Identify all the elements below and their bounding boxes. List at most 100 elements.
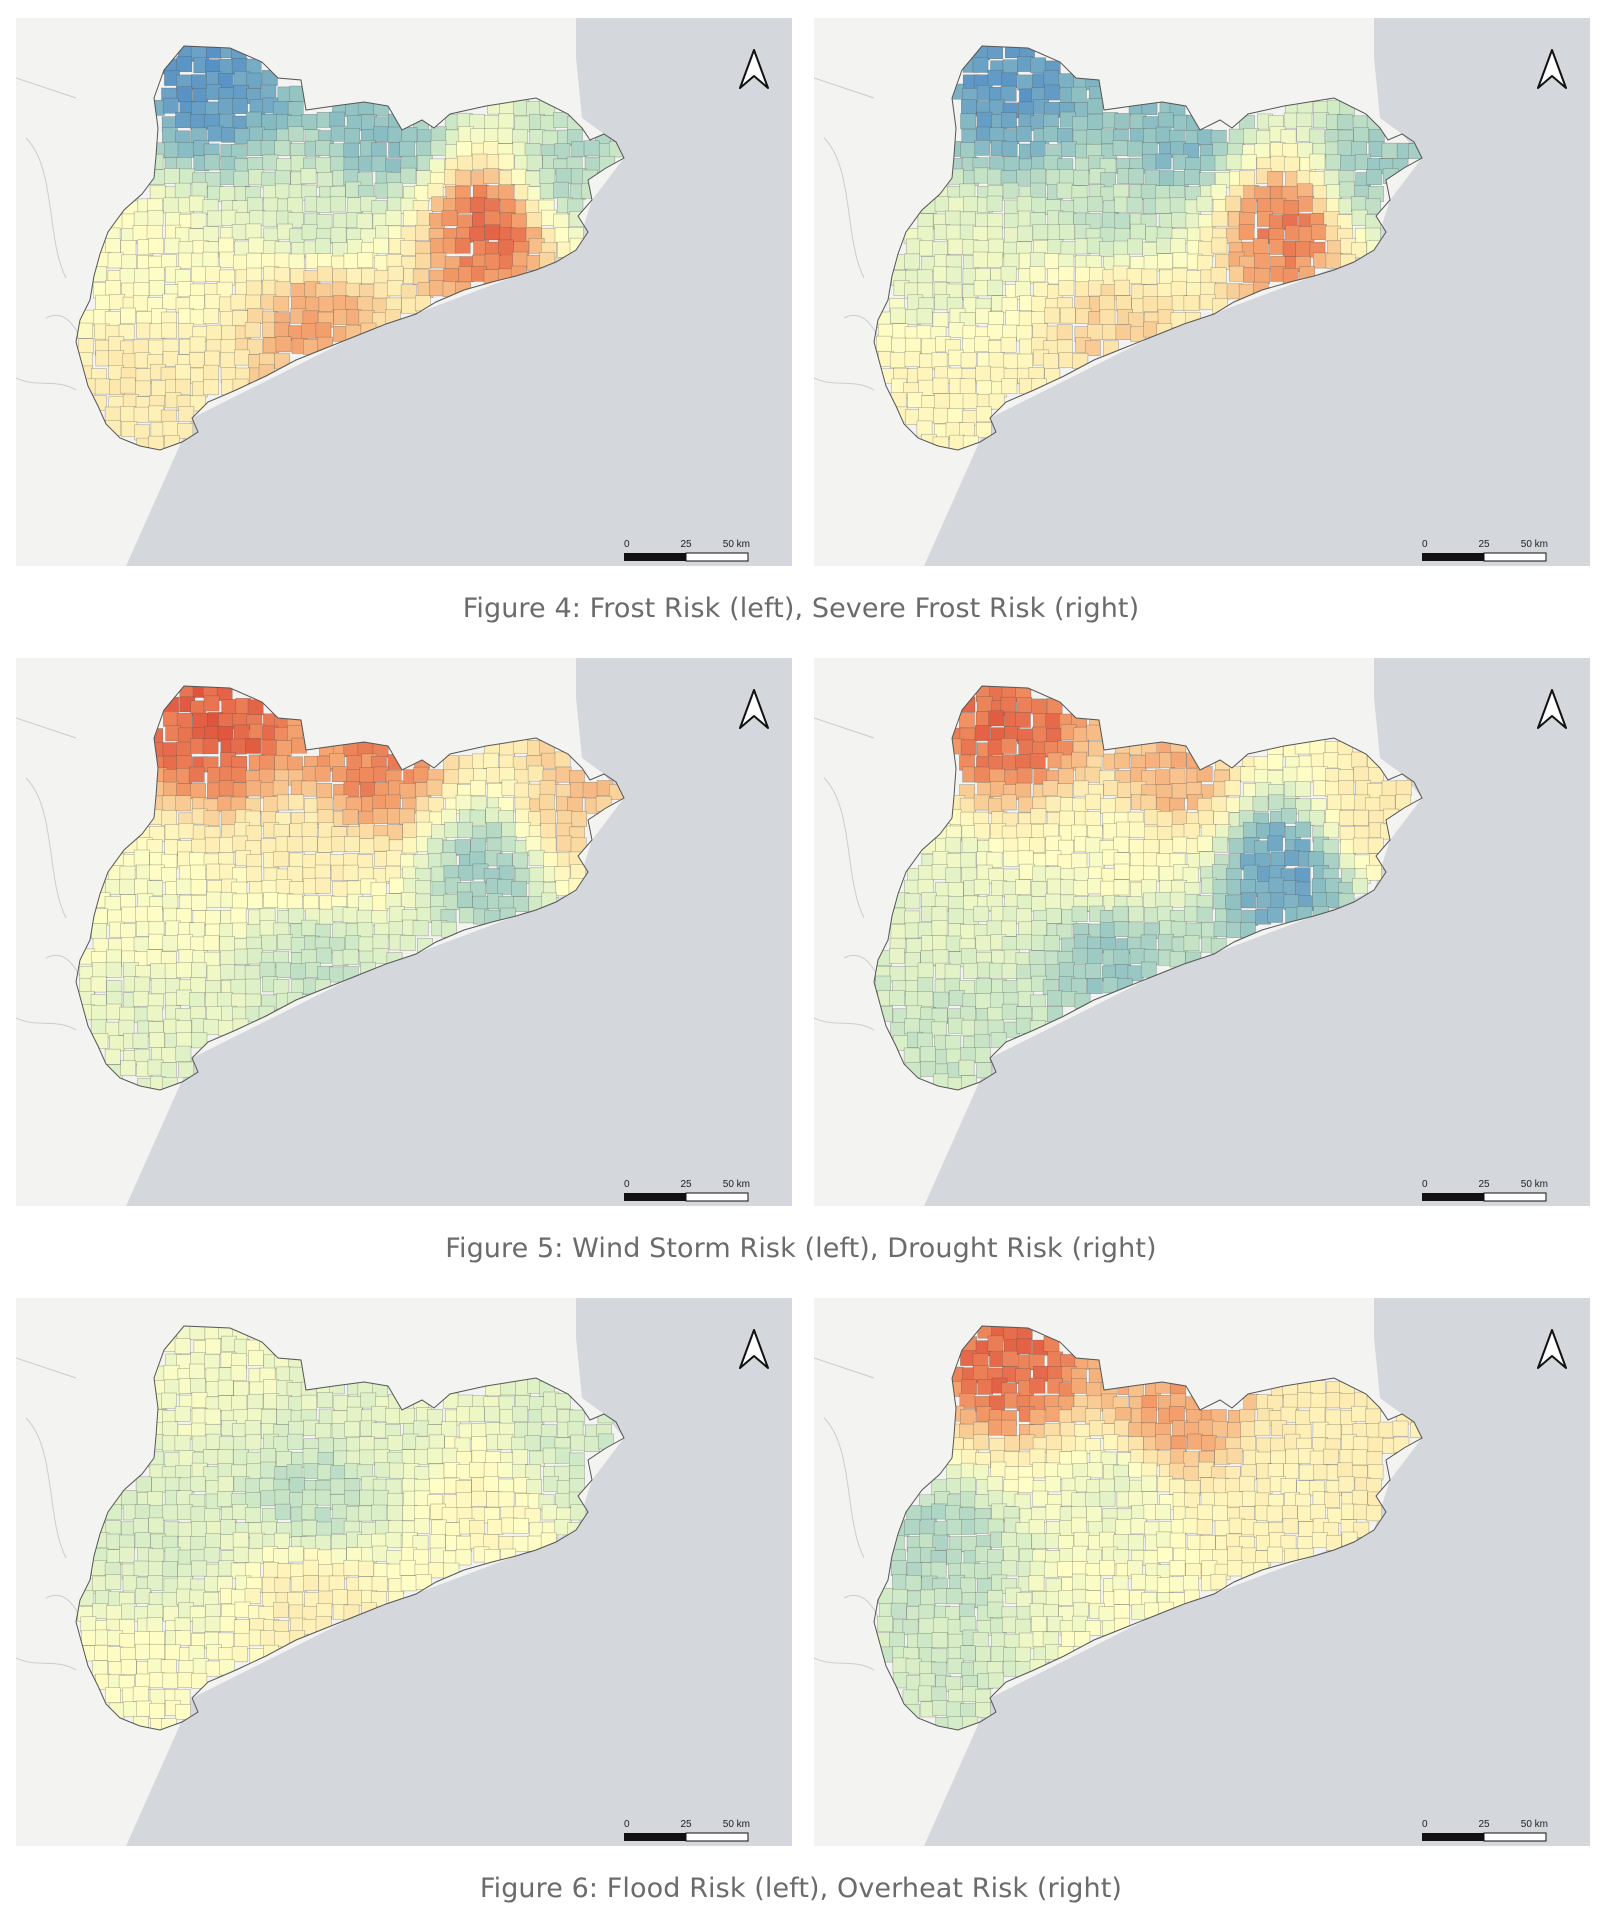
municipality-cell <box>946 266 962 283</box>
municipality-cell <box>414 1518 430 1534</box>
municipality-cell <box>975 993 992 1010</box>
municipality-cell <box>1058 1590 1075 1606</box>
municipality-cell <box>539 780 556 797</box>
municipality-cell <box>986 851 1003 868</box>
municipality-cell <box>202 226 219 242</box>
municipality-cell <box>1240 879 1256 895</box>
municipality-cell <box>1226 879 1243 895</box>
municipality-cell <box>385 794 401 811</box>
background-features <box>16 77 87 391</box>
municipality-cell <box>191 1032 208 1049</box>
municipality-cell <box>249 126 265 143</box>
municipality-cell <box>204 294 221 310</box>
scale-bar-segment-dark <box>1422 1833 1484 1841</box>
municipality-cell <box>1351 209 1368 226</box>
municipality-cell <box>1378 1421 1395 1438</box>
municipality-cell <box>1059 169 1076 185</box>
municipality-cell <box>178 406 195 422</box>
municipality-cell <box>1016 697 1033 713</box>
municipality-cell <box>205 1533 222 1549</box>
municipality-cell <box>246 252 263 269</box>
municipality-cell <box>1171 809 1188 826</box>
municipality-cell <box>1183 823 1200 839</box>
scale-label-25: 25 <box>680 1819 692 1830</box>
municipality-cell <box>104 406 121 423</box>
municipality-cell <box>919 1533 935 1550</box>
municipality-cell <box>1046 878 1063 895</box>
municipality-cell <box>1283 156 1300 173</box>
municipality-cell <box>1157 296 1173 312</box>
municipality-cell <box>1016 196 1033 212</box>
municipality-cell <box>1225 1478 1242 1495</box>
scale-bar-segment-light <box>685 552 749 562</box>
municipality-cell <box>1141 268 1158 285</box>
municipality-cell <box>330 156 346 172</box>
municipality-cell <box>220 352 236 369</box>
municipality-cell <box>963 196 979 213</box>
municipality-cell <box>413 1548 429 1565</box>
municipality-cell <box>1351 751 1368 768</box>
municipality-cell <box>1113 948 1130 965</box>
municipality-cell <box>290 963 306 980</box>
municipality-cell <box>162 894 179 911</box>
scale-label-0: 0 <box>1422 1179 1428 1190</box>
municipality-cell <box>234 349 250 366</box>
municipality-cell <box>1057 1561 1074 1577</box>
municipality-cell <box>204 1353 221 1370</box>
municipality-cell <box>217 1379 234 1396</box>
municipality-cell <box>987 168 1004 185</box>
municipality-cell <box>1325 1392 1342 1409</box>
municipality-cell <box>275 336 292 353</box>
municipality-cell <box>149 99 165 116</box>
municipality-cell <box>892 1589 908 1605</box>
municipality-cell <box>262 154 279 171</box>
municipality-cell <box>988 837 1005 854</box>
municipality-cell <box>189 195 205 212</box>
municipality-cell <box>510 168 527 185</box>
municipality-cell <box>458 864 474 881</box>
municipality-cell <box>358 1576 375 1592</box>
municipality-cell <box>203 1449 219 1465</box>
municipality-cell <box>1115 1519 1132 1536</box>
municipality-cell <box>960 1577 976 1594</box>
municipality-cell <box>164 168 180 184</box>
municipality-cell <box>203 1546 220 1563</box>
municipality-cell <box>162 935 179 952</box>
municipality-cell <box>163 696 179 713</box>
municipality-cell <box>135 380 151 397</box>
municipality-cell <box>990 1032 1007 1049</box>
municipality-cell <box>163 197 180 214</box>
municipality-cell <box>263 892 279 908</box>
municipality-cell <box>161 1047 177 1063</box>
municipality-cell <box>1042 780 1059 797</box>
municipality-cell <box>162 742 179 758</box>
municipality-cell <box>162 1561 178 1577</box>
municipality-cell <box>1030 881 1047 897</box>
municipality-cell <box>1325 252 1342 269</box>
municipality-cell <box>1353 809 1369 826</box>
municipality-cell <box>92 908 108 925</box>
municipality-cell <box>233 1619 250 1636</box>
municipality-cell <box>597 1433 614 1450</box>
municipality-cell <box>513 1517 529 1534</box>
municipality-cell <box>1045 169 1062 186</box>
municipality-cell <box>247 1548 264 1564</box>
municipality-cell <box>1031 1533 1048 1549</box>
municipality-cell <box>1284 850 1300 866</box>
municipality-cell <box>1226 1447 1243 1464</box>
municipality-cell <box>203 308 219 324</box>
municipality-cell <box>1240 766 1257 783</box>
municipality-cell <box>1201 1560 1218 1577</box>
municipality-cell <box>1015 1017 1032 1034</box>
municipality-cell <box>402 837 419 854</box>
municipality-cell <box>147 210 164 227</box>
municipality-cell <box>934 196 951 213</box>
municipality-cell <box>1014 281 1031 297</box>
municipality-cell <box>1042 353 1059 370</box>
municipality-cell <box>1158 933 1174 950</box>
municipality-cell <box>219 1659 235 1676</box>
municipality-cell <box>1016 169 1032 186</box>
scale-label-0: 0 <box>624 539 630 550</box>
municipality-cell <box>1001 1350 1018 1367</box>
municipality-cell <box>1226 922 1242 938</box>
